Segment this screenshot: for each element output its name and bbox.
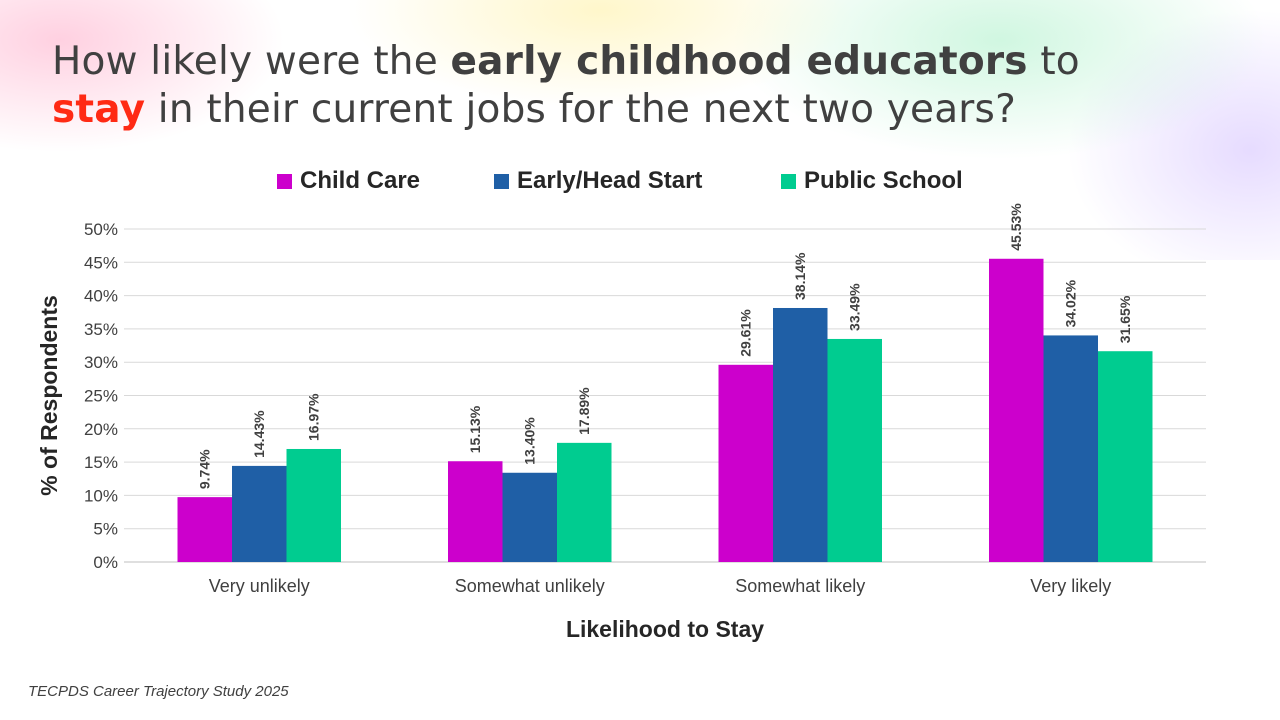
legend-swatch-child-care bbox=[277, 173, 292, 189]
bar bbox=[773, 307, 828, 562]
background-wash bbox=[0, 0, 1280, 260]
title-part3: in their current jobs for the next two y… bbox=[145, 87, 1016, 132]
bar bbox=[502, 472, 557, 562]
data-label: 13.40% bbox=[522, 417, 538, 465]
bar bbox=[1098, 351, 1153, 562]
title-red-word: stay bbox=[52, 87, 146, 132]
y-tick-label: 20% bbox=[84, 420, 118, 439]
data-label: 34.02% bbox=[1063, 279, 1079, 327]
legend-item-child-care: Child Care bbox=[277, 166, 420, 196]
legend-label-early-head-start: Early/Head Start bbox=[517, 167, 703, 194]
bar bbox=[286, 448, 341, 562]
legend-item-early-head-start: Early/Head Start bbox=[494, 166, 702, 196]
x-category-label: Somewhat likely bbox=[735, 576, 865, 596]
legend-label-child-care: Child Care bbox=[300, 167, 421, 194]
data-label: 16.97% bbox=[306, 393, 322, 441]
y-tick-label: 25% bbox=[84, 387, 118, 406]
x-category-label: Very unlikely bbox=[209, 576, 310, 596]
bar bbox=[177, 497, 232, 562]
data-label: 14.43% bbox=[251, 410, 267, 458]
data-label: 33.49% bbox=[847, 283, 863, 331]
y-tick-label: 0% bbox=[93, 553, 118, 572]
data-label: 17.89% bbox=[576, 387, 592, 435]
data-label: 38.14% bbox=[792, 252, 808, 300]
x-category-label: Somewhat unlikely bbox=[455, 576, 605, 596]
bar bbox=[1043, 335, 1098, 562]
y-tick-label: 35% bbox=[84, 320, 118, 339]
slide-title: How likely were the early childhood educ… bbox=[52, 38, 1232, 134]
data-label: 45.53% bbox=[1008, 203, 1024, 251]
legend-swatch-early-head-start bbox=[494, 173, 509, 189]
source-note: TECPDS Career Trajectory Study 2025 bbox=[28, 683, 289, 700]
x-axis-title: Likelihood to Stay bbox=[566, 616, 764, 642]
title-part2: to bbox=[1027, 39, 1080, 84]
y-tick-label: 40% bbox=[84, 287, 118, 306]
bar bbox=[827, 338, 882, 562]
x-category-label: Very likely bbox=[1030, 576, 1111, 596]
y-tick-label: 50% bbox=[84, 220, 118, 239]
data-label: 29.61% bbox=[738, 309, 754, 357]
bar bbox=[448, 461, 503, 562]
chart-legend: Child Care Early/Head Start Public Schoo… bbox=[0, 166, 1280, 196]
y-tick-label: 15% bbox=[84, 453, 118, 472]
y-tick-label: 10% bbox=[84, 486, 118, 505]
title-bold: early childhood educators bbox=[450, 39, 1028, 84]
bar bbox=[232, 465, 287, 562]
y-tick-label: 45% bbox=[84, 253, 118, 272]
bar bbox=[989, 258, 1044, 562]
legend-label-public-school: Public School bbox=[804, 167, 963, 194]
bar bbox=[718, 364, 773, 562]
y-tick-label: 5% bbox=[93, 520, 118, 539]
y-axis-title: % of Respondents bbox=[36, 295, 62, 496]
data-label: 9.74% bbox=[197, 449, 213, 489]
bar bbox=[557, 442, 612, 562]
data-label: 31.65% bbox=[1117, 295, 1133, 343]
legend-swatch-public-school bbox=[781, 173, 796, 189]
title-part1: How likely were the bbox=[52, 39, 451, 84]
legend-item-public-school: Public School bbox=[781, 166, 963, 196]
y-tick-label: 30% bbox=[84, 353, 118, 372]
data-label: 15.13% bbox=[467, 405, 483, 453]
